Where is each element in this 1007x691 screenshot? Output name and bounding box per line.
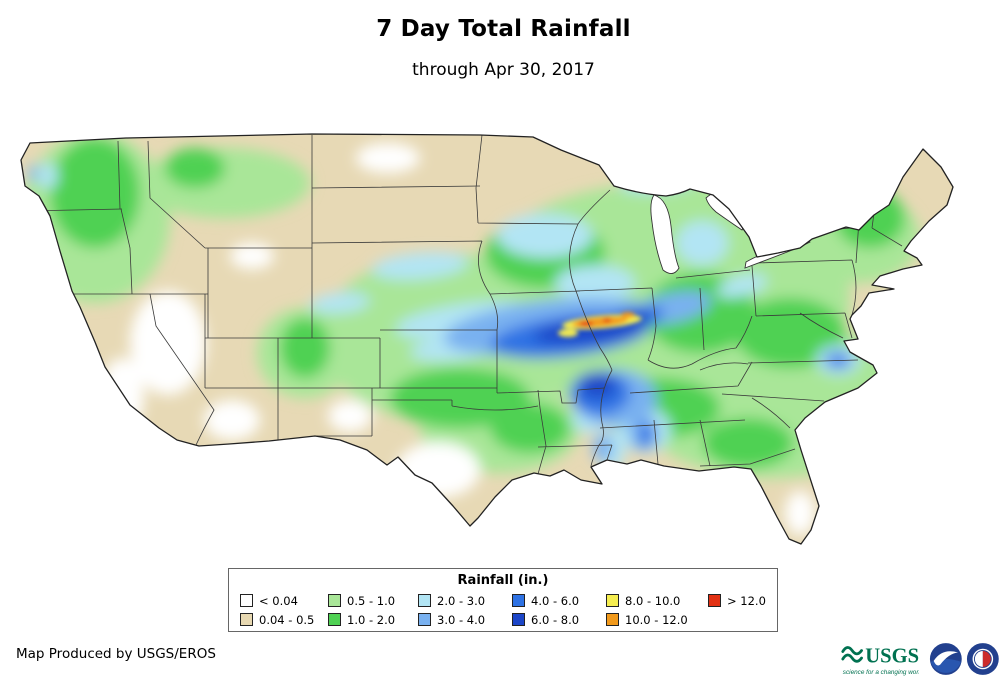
legend-item: 10.0 - 12.0 bbox=[606, 613, 708, 627]
rainfall-map bbox=[20, 133, 954, 545]
legend-grid: < 0.04 0.04 - 0.5 0.5 - 1.0 1.0 - 2.0 2.… bbox=[240, 591, 766, 629]
legend-swatch bbox=[708, 594, 721, 607]
legend-label: 8.0 - 10.0 bbox=[625, 593, 681, 608]
lake-michigan bbox=[650, 194, 680, 274]
legend-item: 3.0 - 4.0 bbox=[418, 613, 512, 627]
legend-label: 0.04 - 0.5 bbox=[259, 612, 315, 627]
legend: Rainfall (in.) < 0.04 0.04 - 0.5 0.5 - 1… bbox=[228, 568, 778, 632]
legend-swatch bbox=[606, 613, 619, 626]
nws-logo bbox=[967, 643, 1000, 675]
legend-label: 0.5 - 1.0 bbox=[347, 593, 396, 608]
legend-swatch bbox=[418, 594, 431, 607]
legend-item: 0.5 - 1.0 bbox=[328, 594, 418, 608]
legend-item: < 0.04 bbox=[240, 594, 328, 608]
noaa-logo bbox=[929, 643, 962, 675]
state-boundaries bbox=[24, 134, 903, 475]
legend-swatch bbox=[606, 594, 619, 607]
usgs-logo: USGS science for a changing world bbox=[841, 646, 919, 676]
legend-item: 4.0 - 6.0 bbox=[512, 594, 606, 608]
legend-label: 2.0 - 3.0 bbox=[437, 593, 486, 608]
legend-label: < 0.04 bbox=[259, 593, 298, 608]
legend-label: 4.0 - 6.0 bbox=[531, 593, 580, 608]
legend-title: Rainfall (in.) bbox=[457, 573, 549, 588]
legend-item: 0.04 - 0.5 bbox=[240, 613, 328, 627]
legend-swatch bbox=[512, 594, 525, 607]
page-subtitle: through Apr 30, 2017 bbox=[412, 60, 595, 80]
legend-item: 2.0 - 3.0 bbox=[418, 594, 512, 608]
usgs-logo-text: USGS bbox=[865, 646, 918, 668]
legend-swatch bbox=[328, 613, 341, 626]
credit-text: Map Produced by USGS/EROS bbox=[16, 646, 216, 662]
legend-item: 8.0 - 10.0 bbox=[606, 594, 708, 608]
legend-item: 1.0 - 2.0 bbox=[328, 613, 418, 627]
legend-label: 6.0 - 8.0 bbox=[531, 612, 580, 627]
legend-swatch bbox=[240, 594, 253, 607]
us-outline bbox=[20, 133, 954, 545]
usgs-logo-tagline: science for a changing world bbox=[843, 669, 919, 676]
legend-item: > 12.0 bbox=[708, 594, 766, 608]
legend-label: 10.0 - 12.0 bbox=[625, 612, 688, 627]
legend-swatch bbox=[328, 594, 341, 607]
legend-swatch bbox=[240, 613, 253, 626]
legend-label: 1.0 - 2.0 bbox=[347, 612, 396, 627]
page-title: 7 Day Total Rainfall bbox=[376, 16, 631, 42]
legend-swatch bbox=[512, 613, 525, 626]
agency-logos: USGS science for a changing world bbox=[840, 636, 1000, 682]
legend-swatch bbox=[418, 613, 431, 626]
legend-label: > 12.0 bbox=[727, 593, 766, 608]
legend-item: 6.0 - 8.0 bbox=[512, 613, 606, 627]
legend-label: 3.0 - 4.0 bbox=[437, 612, 486, 627]
